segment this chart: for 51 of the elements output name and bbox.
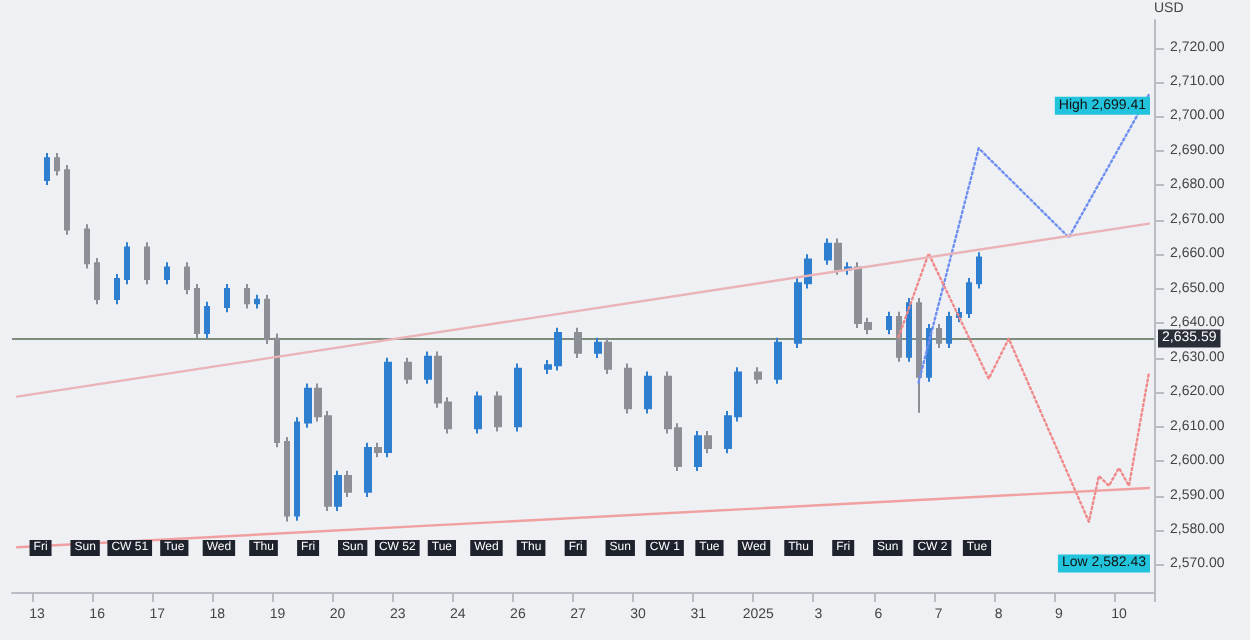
candlestick [344, 469, 352, 498]
candlestick [896, 310, 902, 363]
candlestick [304, 382, 312, 429]
candlestick [694, 430, 702, 473]
candlestick [94, 257, 100, 306]
candlestick [224, 282, 230, 314]
candlestick [754, 366, 762, 385]
candlestick [966, 277, 972, 320]
candlestick [124, 241, 130, 286]
candlestick [44, 152, 50, 187]
candlestick [936, 322, 942, 350]
candlestick [294, 416, 300, 522]
candlestick [334, 469, 342, 513]
candlestick [364, 441, 372, 498]
candlestick [254, 293, 260, 310]
candlestick [624, 362, 632, 415]
candlestick [84, 223, 90, 270]
candlestick [976, 251, 982, 290]
candlestick [424, 350, 432, 385]
candlestick [144, 241, 150, 286]
candlestick [514, 362, 522, 433]
candlestick [774, 336, 782, 385]
line-series [917, 93, 1151, 384]
candlestick [594, 336, 602, 360]
candlestick [886, 310, 892, 336]
candlestick [384, 356, 392, 459]
candlestick [274, 332, 280, 449]
candlestick [374, 441, 382, 459]
line-series [897, 252, 1151, 523]
candlestick [906, 297, 912, 363]
candlestick [54, 152, 60, 177]
candlestick [114, 272, 120, 306]
candlestick [64, 164, 70, 236]
candlestick [916, 297, 922, 414]
candlestick [284, 435, 290, 523]
candlestick [824, 237, 832, 266]
candlestick [474, 390, 482, 435]
candlestick [494, 390, 502, 433]
candlestick [264, 293, 270, 345]
candlestick [244, 282, 250, 310]
candlestick [204, 300, 210, 340]
candlestick [194, 282, 200, 340]
candlestick [184, 261, 190, 296]
candlestick [704, 430, 712, 455]
candlestick [946, 310, 952, 350]
candlestick [404, 356, 412, 385]
candlestick [834, 237, 842, 276]
candlestick [164, 261, 170, 286]
candlestick [574, 326, 582, 360]
candlestick [644, 370, 652, 415]
candlestick [604, 336, 612, 375]
